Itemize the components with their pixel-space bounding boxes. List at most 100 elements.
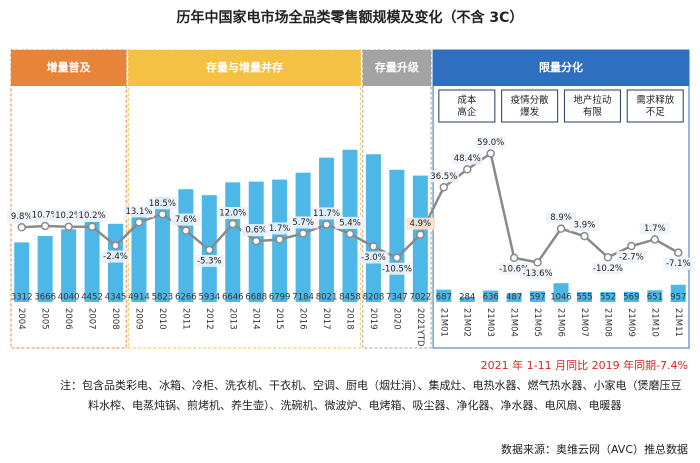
note: 注：包含品类彩电、冰箱、冷柜、洗衣机、干衣机、空调、厨电（烟灶消）、集成灶、电热… [60, 379, 682, 412]
growth-label-bg [639, 222, 670, 235]
section-frame [362, 49, 432, 349]
growth-label: 12.0% [219, 209, 246, 219]
growth-label: -10.5% [382, 264, 412, 274]
bar-value-label: 6799 [269, 293, 291, 303]
growth-label-bg [592, 262, 623, 275]
section-header [128, 50, 361, 86]
growth-marker [603, 253, 613, 262]
bar-value-label: 8458 [339, 293, 361, 303]
growth-marker [87, 222, 97, 231]
growth-label: 10.7% [32, 210, 59, 220]
bar-value-label: 3312 [11, 293, 33, 303]
bar [365, 154, 381, 302]
growth-label-bg [522, 267, 553, 280]
growth-label-bg [100, 250, 131, 263]
bar-value-label: 5823 [152, 293, 174, 303]
bar-value-label: 4914 [128, 293, 150, 303]
section-header [362, 50, 432, 86]
x-tick-label: 21M08 [602, 308, 612, 337]
growth-label-bg [147, 197, 178, 210]
bar-value-label: 7347 [386, 293, 408, 303]
x-tick-label: 2010 [157, 308, 167, 330]
growth-label-bg [499, 262, 530, 275]
growth-label-bg [663, 257, 694, 270]
growth-label: 0.6% [245, 226, 267, 236]
bar-value-label: 3666 [34, 293, 56, 303]
growth-marker [134, 218, 144, 227]
growth-label-bg [428, 170, 459, 183]
bar [506, 293, 522, 302]
growth-label: 3.9% [574, 221, 596, 231]
growth-marker [17, 223, 26, 232]
growth-marker [580, 231, 589, 241]
x-tick-label: 2018 [345, 308, 355, 330]
section-frame [10, 49, 127, 349]
bar [84, 221, 100, 302]
growth-label-bg [170, 213, 201, 226]
section-label: 限量分化 [539, 60, 583, 74]
growth-label: 1.7% [644, 224, 666, 234]
bar-value-label: 651 [647, 293, 663, 303]
annotation: 2021 年 1-11 月同比 2019 年同期-7.4% [481, 358, 688, 372]
growth-marker [298, 229, 308, 238]
growth-marker [533, 258, 542, 267]
bar-value-label: 569 [623, 293, 639, 303]
growth-label-bg [381, 262, 412, 275]
bar [108, 223, 124, 302]
callout-box [438, 89, 496, 123]
growth-label-bg [452, 152, 483, 165]
bar [483, 290, 499, 302]
growth-label: 8.9% [550, 213, 572, 223]
growth-label-bg [53, 209, 84, 222]
growth-label: 9.8% [11, 212, 33, 222]
bar-value-label: 636 [483, 293, 499, 303]
growth-marker [275, 235, 284, 244]
x-tick-label: 2006 [63, 308, 73, 330]
callout-box [501, 89, 559, 123]
growth-label: -7.1% [666, 259, 691, 269]
growth-label: 18.5% [149, 199, 176, 209]
growth-marker [228, 219, 238, 229]
bar-value-label: 957 [670, 293, 686, 303]
callout-text: 地产拉动有限 [573, 94, 611, 118]
growth-marker [556, 224, 566, 233]
bar-value-label: 4345 [105, 293, 127, 303]
x-tick-label: 2009 [133, 308, 143, 330]
bar [436, 289, 452, 302]
bar-value-label: 1046 [550, 293, 572, 303]
bar [131, 213, 147, 302]
growth-label: -5.3% [197, 256, 222, 266]
bar-value-label: 7022 [410, 293, 432, 303]
x-tick-label: 2004 [16, 308, 26, 330]
growth-label: 5.7% [292, 218, 314, 228]
callout-box [563, 89, 621, 123]
growth-marker [40, 221, 50, 231]
x-tick-label: 2021YTD [415, 308, 425, 347]
growth-marker [627, 241, 636, 251]
x-tick-label: 2013 [227, 308, 237, 330]
growth-label: 10.2% [79, 211, 106, 221]
growth-label: -3.0% [361, 253, 386, 263]
bar-value-label: 284 [459, 293, 475, 303]
x-tick-label: 2016 [298, 308, 308, 330]
x-tick-label: 21M01 [438, 308, 448, 337]
bar-value-label: 555 [576, 293, 592, 303]
x-tick-label: 21M11 [673, 308, 683, 337]
bar-value-label: 597 [529, 293, 545, 303]
bar-value-label: 7184 [292, 293, 314, 303]
growth-label: -2.7% [619, 253, 644, 263]
callout-text: 需求释放不足 [636, 94, 675, 118]
bar-value-label: 8208 [363, 293, 385, 303]
growth-label-bg [358, 251, 389, 264]
growth-label-bg [123, 205, 154, 218]
growth-label-bg [546, 211, 577, 224]
x-tick-label: 21M07 [579, 308, 589, 337]
growth-label: 5.4% [339, 218, 361, 228]
bar-value-label: 687 [436, 293, 452, 303]
growth-label: -10.2% [593, 264, 623, 274]
growth-label: 13.1% [125, 207, 152, 217]
growth-marker [462, 165, 472, 174]
bar-value-label: 552 [600, 293, 616, 303]
bar-value-label: 4040 [58, 293, 80, 303]
